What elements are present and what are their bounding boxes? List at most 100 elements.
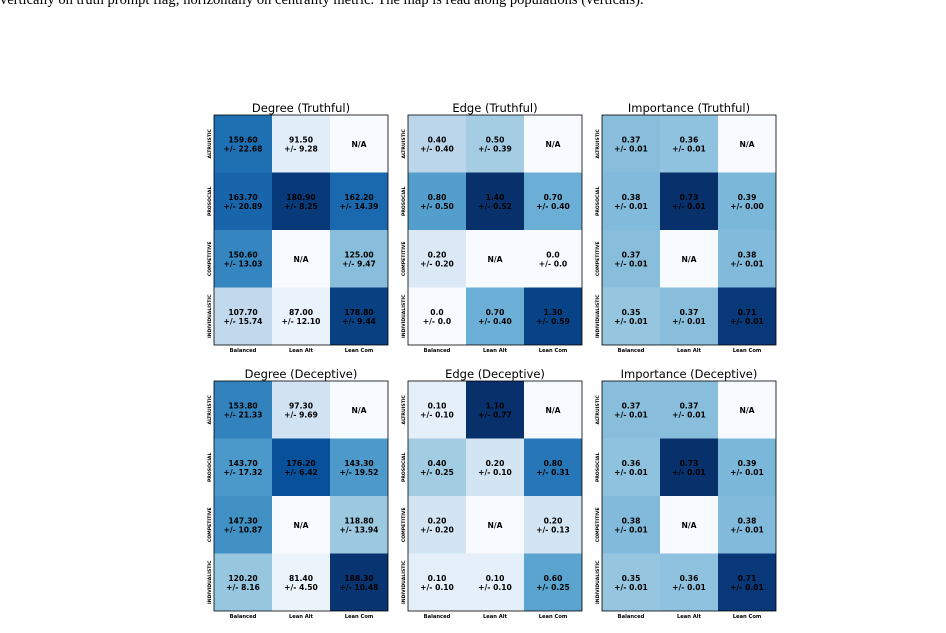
col-tick-label: Balanced (424, 348, 451, 354)
heatmap-cell (272, 381, 330, 439)
cell-error: +/- 0.77 (478, 410, 512, 419)
cell-value: 1.30 (544, 308, 563, 317)
cell-error: +/- 17.32 (224, 468, 263, 477)
cell-error: +/- 0.01 (672, 468, 706, 477)
heatmap-cell (272, 438, 330, 496)
cell-value: 0.37 (622, 401, 641, 410)
cell-value: 188.30 (344, 574, 373, 583)
cell-error: +/- 0.0 (539, 259, 567, 268)
row-tick-label: INDIVIDUALISTIC (207, 294, 213, 338)
heatmap-cell (214, 230, 272, 288)
heatmap-cell (330, 172, 388, 230)
cell-value: 153.80 (228, 401, 257, 410)
heatmap-cell (718, 553, 776, 611)
cell-error: +/- 8.25 (284, 202, 318, 211)
heatmap-cell (466, 381, 524, 439)
cell-value: 0.37 (622, 135, 641, 144)
heatmap-cell (330, 287, 388, 345)
cell-error: +/- 9.47 (342, 259, 376, 268)
row-tick-label: COMPETITIVE (207, 507, 213, 542)
cell-error: +/- 0.01 (672, 583, 706, 592)
heatmap-cell (466, 230, 524, 288)
heatmap-cell (272, 287, 330, 345)
row-tick-label: PROSOCIAL (207, 186, 213, 216)
cell-value: 178.80 (344, 308, 373, 317)
col-tick-label: Lean Com (733, 348, 762, 354)
cell-label: N/A (681, 521, 696, 530)
cell-value: 0.0 (430, 308, 443, 317)
cell-error: +/- 9.69 (284, 410, 318, 419)
cell-error: +/- 0.10 (478, 468, 512, 477)
row-tick-label: ALTRUISTIC (207, 394, 213, 424)
panel-frame (407, 114, 583, 346)
col-tick-label: Lean Com (539, 614, 568, 620)
cell-label: N/A (293, 255, 308, 264)
cell-error: +/- 20.89 (224, 202, 263, 211)
heatmap-cell (602, 287, 660, 345)
row-tick-label: INDIVIDUALISTIC (595, 560, 601, 604)
cell-value: 0.38 (738, 250, 757, 259)
panel-frame (213, 114, 389, 346)
cell-value: 143.30 (344, 459, 373, 468)
row-tick-label: ALTRUISTIC (207, 128, 213, 158)
heatmap-cell (466, 496, 524, 554)
cell-value: 0.73 (680, 193, 699, 202)
heatmap-cell (272, 230, 330, 288)
heatmap-cell (524, 230, 582, 288)
col-tick-label: Balanced (230, 348, 257, 354)
cell-value: 0.70 (544, 193, 563, 202)
cell-value: 0.36 (680, 574, 699, 583)
heatmap-cell (602, 230, 660, 288)
cell-error: +/- 0.01 (614, 583, 648, 592)
heatmap-cell (602, 115, 660, 173)
heatmap-cell (466, 287, 524, 345)
cell-value: 87.00 (289, 308, 313, 317)
cell-value: 0.40 (428, 459, 447, 468)
heatmap-cell (602, 381, 660, 439)
cell-error: +/- 13.94 (340, 525, 379, 534)
heatmap-cell (214, 172, 272, 230)
heatmap-cell (330, 230, 388, 288)
heatmap-cell (524, 553, 582, 611)
col-tick-label: Lean Alt (289, 614, 314, 620)
cell-value: 147.30 (228, 516, 257, 525)
row-tick-label: COMPETITIVE (401, 507, 407, 542)
col-tick-label: Balanced (618, 348, 645, 354)
cell-value: 163.70 (228, 193, 257, 202)
col-tick-label: Lean Com (345, 614, 374, 620)
cell-error: +/- 0.01 (672, 144, 706, 153)
heatmap-cell (330, 496, 388, 554)
heatmap-cell (718, 115, 776, 173)
cell-value: 0.80 (428, 193, 447, 202)
cell-value: 0.36 (680, 135, 699, 144)
heatmap-cell (330, 115, 388, 173)
panel-title: Degree (Truthful) (252, 101, 350, 115)
heatmap-cell (660, 230, 718, 288)
cell-error: +/- 0.01 (614, 468, 648, 477)
cell-error: +/- 0.25 (420, 468, 454, 477)
cell-error: +/- 0.40 (478, 317, 512, 326)
cell-label: N/A (351, 406, 366, 415)
heatmap-panel: Importance (Truthful)0.37+/- 0.010.36+/-… (595, 101, 777, 354)
heatmap-cell (330, 381, 388, 439)
cell-error: +/- 21.33 (224, 410, 263, 419)
cell-value: 0.36 (622, 459, 641, 468)
panel-title: Edge (Truthful) (452, 101, 537, 115)
heatmap-cell (214, 381, 272, 439)
cell-value: 0.38 (738, 516, 757, 525)
cell-value: 0.38 (622, 516, 641, 525)
cell-value: 143.70 (228, 459, 257, 468)
cell-value: 0.40 (428, 135, 447, 144)
heatmap-cell (524, 287, 582, 345)
cell-value: 0.71 (738, 308, 757, 317)
col-tick-label: Lean Com (345, 348, 374, 354)
col-tick-label: Balanced (424, 614, 451, 620)
cell-label: N/A (739, 406, 754, 415)
panel-title: Importance (Truthful) (628, 101, 750, 115)
heatmap-cell (214, 496, 272, 554)
heatmap-cell (718, 172, 776, 230)
cell-error: +/- 0.01 (672, 202, 706, 211)
row-tick-label: PROSOCIAL (595, 452, 601, 482)
col-tick-label: Lean Alt (677, 614, 702, 620)
cell-error: +/- 0.00 (730, 202, 764, 211)
